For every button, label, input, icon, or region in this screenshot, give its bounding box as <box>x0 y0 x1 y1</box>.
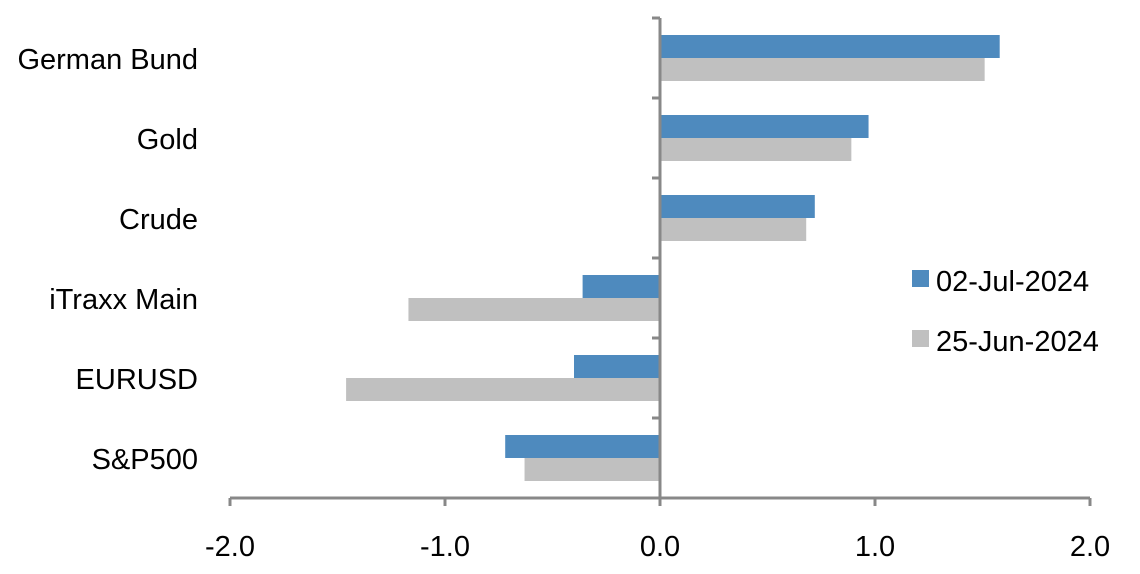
bar-itraxx-main-series1 <box>582 275 660 298</box>
legend-swatch <box>912 330 929 347</box>
bar-crude-series1 <box>660 195 815 218</box>
legend-swatch <box>912 270 929 287</box>
x-tick-label: -2.0 <box>205 531 255 563</box>
bar-german-bund-series2 <box>660 58 985 81</box>
bar-eurusd-series2 <box>346 378 660 401</box>
bar-s-p500-series2 <box>524 458 660 481</box>
category-label: Crude <box>119 204 198 236</box>
bar-s-p500-series1 <box>505 435 660 458</box>
x-tick-label: 0.0 <box>640 531 680 563</box>
legend-label: 02-Jul-2024 <box>936 266 1089 298</box>
bar-crude-series2 <box>660 218 807 241</box>
bar-itraxx-main-series2 <box>408 298 660 321</box>
category-label: S&P500 <box>92 444 198 476</box>
bar-eurusd-series1 <box>574 355 660 378</box>
category-label: Gold <box>137 124 198 156</box>
category-label: EURUSD <box>76 364 198 396</box>
bar-gold-series1 <box>660 115 869 138</box>
bar-german-bund-series1 <box>660 35 1000 58</box>
x-tick-label: 1.0 <box>855 531 895 563</box>
legend: 02-Jul-2024 25-Jun-2024 <box>912 266 1099 358</box>
legend-label: 25-Jun-2024 <box>936 326 1099 358</box>
x-tick-label: -1.0 <box>420 531 470 563</box>
x-tick-label: 2.0 <box>1070 531 1110 563</box>
category-label: German Bund <box>17 44 198 76</box>
bar-gold-series2 <box>660 138 852 161</box>
category-label: iTraxx Main <box>49 284 198 316</box>
